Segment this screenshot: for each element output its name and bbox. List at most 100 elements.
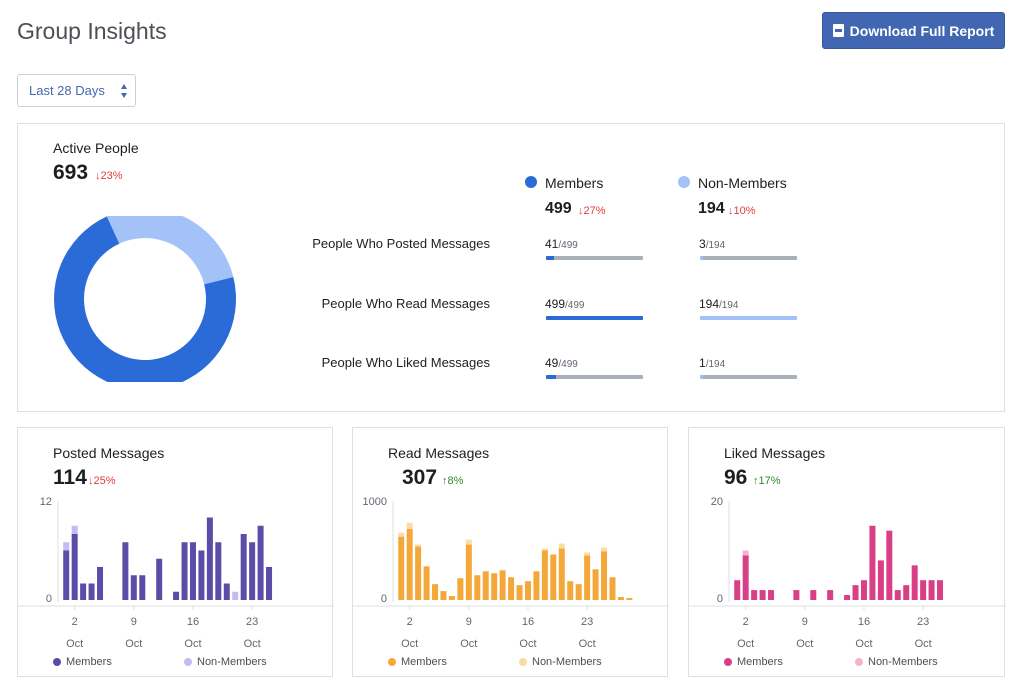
read-legend-non-members: Non-Members bbox=[519, 656, 602, 668]
bar-members[interactable] bbox=[63, 550, 70, 601]
bar-members[interactable] bbox=[457, 578, 464, 600]
liked-non-members-ratio: 1/194 bbox=[699, 356, 725, 370]
bar-members[interactable] bbox=[844, 595, 851, 600]
bar-members[interactable] bbox=[508, 577, 515, 600]
bar-members[interactable] bbox=[759, 590, 766, 600]
bar-members[interactable] bbox=[88, 583, 95, 601]
bar-members[interactable] bbox=[920, 580, 927, 600]
x-tick-label: 9 bbox=[131, 616, 137, 628]
bar-non-members[interactable] bbox=[415, 544, 422, 547]
bar-members[interactable] bbox=[768, 590, 775, 600]
ratio-num: 49 bbox=[545, 356, 559, 370]
ratio-num: 499 bbox=[545, 297, 566, 311]
bar-members[interactable] bbox=[139, 575, 146, 600]
y-tick-label: 0 bbox=[46, 593, 52, 605]
bar-non-members[interactable] bbox=[601, 547, 608, 552]
bar-non-members[interactable] bbox=[232, 591, 239, 600]
bar-non-members[interactable] bbox=[465, 539, 472, 545]
bar-members[interactable] bbox=[558, 548, 565, 600]
bar-members[interactable] bbox=[541, 550, 548, 601]
bar-members[interactable] bbox=[482, 571, 489, 600]
bar-members[interactable] bbox=[524, 581, 531, 600]
bar-members[interactable] bbox=[156, 558, 163, 600]
bar-members[interactable] bbox=[206, 517, 213, 601]
bar-members[interactable] bbox=[173, 591, 180, 600]
bar-members[interactable] bbox=[266, 567, 273, 600]
bar-members[interactable] bbox=[516, 585, 523, 600]
bar-non-members[interactable] bbox=[558, 543, 565, 549]
bar-members[interactable] bbox=[448, 596, 455, 600]
bar-members[interactable] bbox=[751, 590, 758, 600]
bar-members[interactable] bbox=[80, 583, 87, 601]
bar-members[interactable] bbox=[626, 598, 633, 600]
read-messages-title: Read Messages bbox=[388, 445, 490, 461]
bar-members[interactable] bbox=[937, 580, 944, 600]
bar-members[interactable] bbox=[810, 590, 817, 600]
bar-members[interactable] bbox=[567, 581, 574, 600]
bar-members[interactable] bbox=[223, 583, 230, 601]
legend-label: Non-Members bbox=[868, 656, 938, 668]
bar-members[interactable] bbox=[122, 542, 129, 600]
x-tick-month: Oct bbox=[796, 638, 813, 650]
bar-non-members[interactable] bbox=[71, 525, 78, 534]
bar-members[interactable] bbox=[423, 566, 430, 600]
period-select[interactable]: Last 28 Days bbox=[17, 74, 136, 107]
bar-members[interactable] bbox=[406, 528, 413, 600]
bar-members[interactable] bbox=[257, 525, 264, 600]
bar-members[interactable] bbox=[903, 585, 910, 600]
bar-members[interactable] bbox=[71, 534, 78, 600]
members-count: 499 bbox=[545, 200, 572, 217]
bar-members[interactable] bbox=[415, 546, 422, 600]
x-tick-label: 16 bbox=[522, 616, 534, 628]
bar-members[interactable] bbox=[793, 590, 800, 600]
bar-members[interactable] bbox=[97, 567, 104, 600]
bar-members[interactable] bbox=[432, 584, 439, 600]
bar-members[interactable] bbox=[465, 544, 472, 600]
bar-members[interactable] bbox=[584, 555, 591, 600]
bar-members[interactable] bbox=[877, 560, 884, 600]
bar-members[interactable] bbox=[575, 584, 582, 600]
bar-members[interactable] bbox=[499, 570, 506, 600]
active-people-title: Active People bbox=[53, 140, 139, 156]
bar-members[interactable] bbox=[189, 542, 196, 600]
bar-members[interactable] bbox=[860, 580, 867, 600]
x-tick-label: 2 bbox=[743, 616, 749, 628]
bar-members[interactable] bbox=[550, 554, 557, 600]
bar-members[interactable] bbox=[533, 571, 540, 600]
non-members-delta: ↓10% bbox=[728, 205, 756, 217]
bar-members[interactable] bbox=[894, 590, 901, 600]
bar-members[interactable] bbox=[249, 542, 256, 600]
bar-members[interactable] bbox=[609, 577, 616, 600]
y-tick-label: 0 bbox=[381, 593, 387, 605]
bar-members[interactable] bbox=[852, 585, 859, 600]
bar-members[interactable] bbox=[742, 555, 749, 600]
download-full-report-button[interactable]: Download Full Report bbox=[822, 12, 1005, 49]
bar-members[interactable] bbox=[617, 597, 624, 600]
bar-non-members[interactable] bbox=[63, 542, 70, 551]
bar-non-members[interactable] bbox=[584, 552, 591, 556]
bar-non-members[interactable] bbox=[398, 532, 405, 537]
bar-non-members[interactable] bbox=[541, 548, 548, 551]
bar-non-members[interactable] bbox=[742, 550, 749, 556]
bar-members[interactable] bbox=[181, 542, 188, 600]
bar-members[interactable] bbox=[827, 590, 834, 600]
x-tick-label: 16 bbox=[858, 616, 870, 628]
bar-members[interactable] bbox=[491, 573, 498, 600]
bar-members[interactable] bbox=[215, 542, 222, 600]
bar-members[interactable] bbox=[911, 565, 918, 600]
bar-members[interactable] bbox=[592, 569, 599, 600]
bar-members[interactable] bbox=[240, 534, 247, 600]
bar-members[interactable] bbox=[474, 575, 481, 600]
bar-members[interactable] bbox=[198, 550, 205, 601]
bar-members[interactable] bbox=[928, 580, 935, 600]
bar-members[interactable] bbox=[398, 536, 405, 600]
bar-members[interactable] bbox=[869, 525, 876, 600]
bar-members[interactable] bbox=[601, 551, 608, 600]
x-tick-month: Oct bbox=[519, 638, 536, 650]
liked-non-members-bar-fill bbox=[700, 375, 703, 379]
bar-members[interactable] bbox=[734, 580, 741, 600]
bar-members[interactable] bbox=[130, 575, 137, 600]
bar-non-members[interactable] bbox=[406, 522, 413, 529]
bar-members[interactable] bbox=[886, 530, 893, 600]
bar-members[interactable] bbox=[440, 591, 447, 600]
